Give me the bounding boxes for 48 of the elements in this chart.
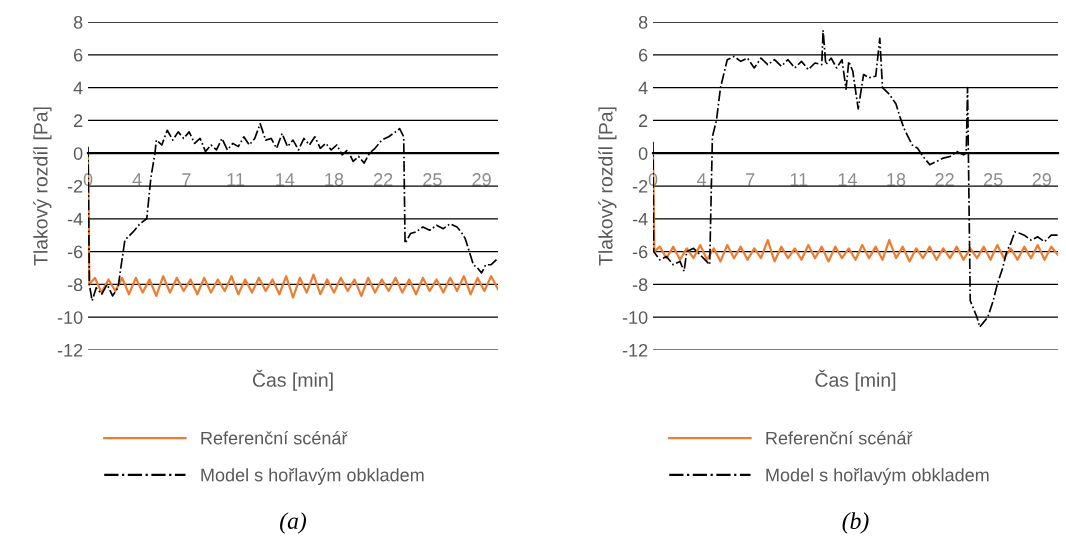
x-tick-label: 25: [423, 173, 442, 186]
legend-label: Model s hořlavým obkladem: [766, 467, 989, 485]
y-tick-label: -10: [57, 311, 83, 324]
x-axis-title: Čas [min]: [815, 369, 896, 391]
text: (b): [842, 512, 869, 534]
y-axis-title: Tlakový rozdíl [Pa]: [33, 107, 52, 266]
y-tick-label: 6: [639, 48, 648, 62]
x-tick-label: 4: [132, 173, 142, 186]
x-tick-label: 29: [472, 173, 491, 186]
y-tick-label: 2: [639, 114, 648, 127]
y-tick-label: -6: [67, 245, 83, 259]
y-tick-label: -12: [57, 343, 83, 357]
y-tick-label: 6: [74, 48, 83, 62]
y-tick-label: -4: [67, 212, 83, 226]
y-tick-label: 8: [73, 15, 83, 29]
y-tick-label: 4: [73, 81, 83, 95]
x-tick-label: 18: [325, 173, 344, 186]
y-tick-label: -10: [622, 311, 648, 324]
y-tick-label: 4: [638, 81, 648, 95]
text: (a): [280, 512, 307, 534]
y-tick-label: 0: [73, 147, 83, 160]
x-tick-label: 7: [746, 173, 755, 186]
y-tick-label: -12: [622, 343, 648, 357]
y-tick-label: -6: [632, 245, 648, 259]
x-axis-title: Čas [min]: [252, 369, 333, 391]
y-tick-label: -8: [67, 278, 83, 292]
x-tick-label: 7: [182, 173, 191, 186]
x-tick-label: 22: [374, 173, 393, 186]
y-tick-label: -2: [632, 179, 648, 193]
x-tick-label: 11: [790, 173, 808, 186]
y-tick-label: -4: [632, 212, 648, 226]
y-tick-label: -2: [67, 179, 83, 193]
y-tick-label: 8: [638, 15, 648, 29]
legend-label: Model s hořlavým obkladem: [201, 467, 424, 485]
legend-label: Referenční scénář: [766, 431, 913, 445]
x-tick-label: 22: [935, 173, 954, 186]
x-tick-label: 25: [984, 173, 1003, 186]
y-tick-label: 0: [638, 147, 648, 160]
x-tick-label: 29: [1032, 173, 1051, 186]
y-axis-title: Tlakový rozdíl [Pa]: [598, 107, 617, 266]
x-tick-label: 14: [838, 173, 857, 186]
y-tick-label: 2: [74, 114, 83, 127]
x-tick-label: 4: [696, 173, 707, 186]
x-tick-label: 11: [227, 173, 245, 186]
legend-label: Referenční scénář: [201, 431, 348, 445]
x-tick-label: 14: [276, 173, 295, 186]
y-tick-label: -8: [632, 278, 648, 292]
x-tick-label: 18: [887, 173, 906, 186]
